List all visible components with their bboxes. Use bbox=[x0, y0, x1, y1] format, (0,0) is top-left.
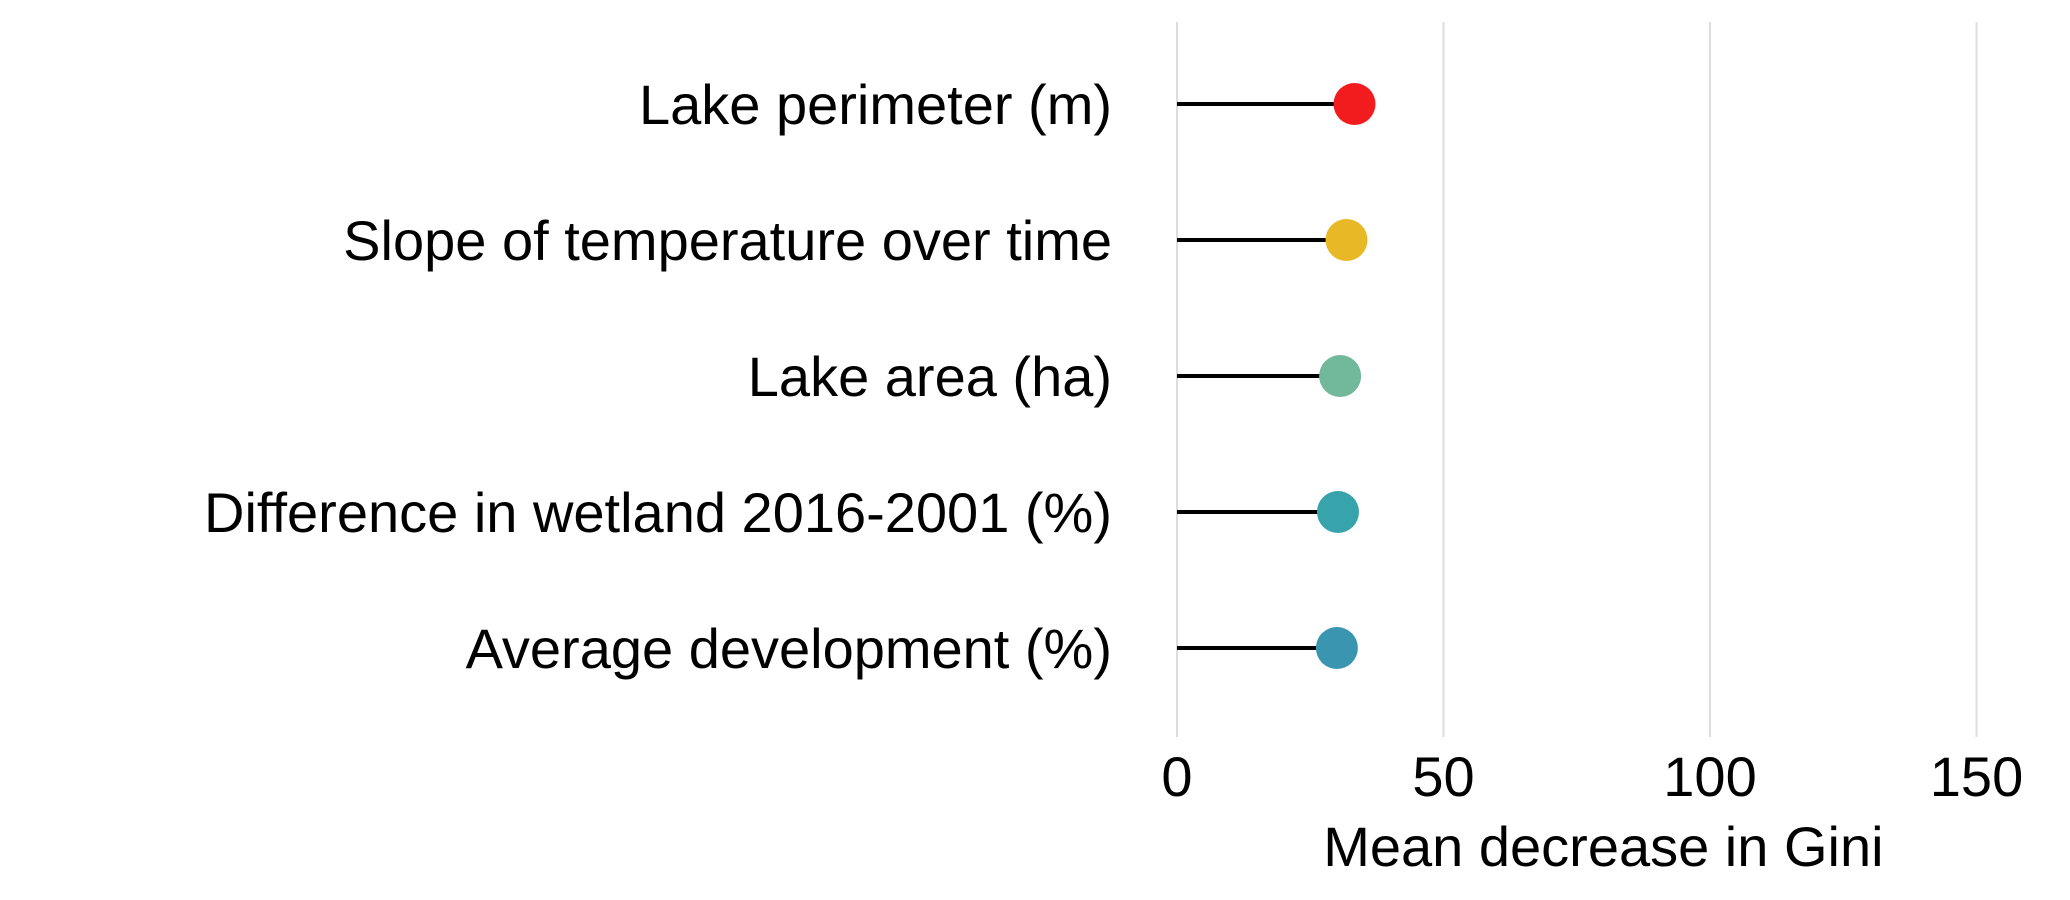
category-labels: Lake perimeter (m) Slope of temperature o… bbox=[204, 73, 1112, 680]
x-tick-label-150: 150 bbox=[1930, 745, 2023, 808]
category-label-3: Difference in wetland 2016-2001 (%) bbox=[204, 481, 1112, 544]
x-tick-label-0: 0 bbox=[1161, 745, 1192, 808]
x-tick-label-100: 100 bbox=[1663, 745, 1756, 808]
category-label-4: Average development (%) bbox=[466, 617, 1112, 680]
x-axis-title: Mean decrease in Gini bbox=[1323, 815, 1883, 878]
category-label-2: Lake area (ha) bbox=[748, 345, 1112, 408]
point-3 bbox=[1316, 491, 1359, 533]
category-label-0: Lake perimeter (m) bbox=[639, 73, 1112, 136]
gridlines bbox=[1176, 22, 1978, 737]
x-tick-label-50: 50 bbox=[1412, 745, 1474, 808]
point-0 bbox=[1333, 83, 1376, 125]
stems bbox=[1177, 102, 1355, 650]
category-label-1: Slope of temperature over time bbox=[343, 209, 1112, 272]
point-2 bbox=[1319, 355, 1362, 397]
point-1 bbox=[1325, 219, 1368, 261]
x-tick-labels: 0 50 100 150 bbox=[1161, 745, 2023, 808]
point-4 bbox=[1315, 627, 1358, 669]
points bbox=[1315, 83, 1376, 669]
